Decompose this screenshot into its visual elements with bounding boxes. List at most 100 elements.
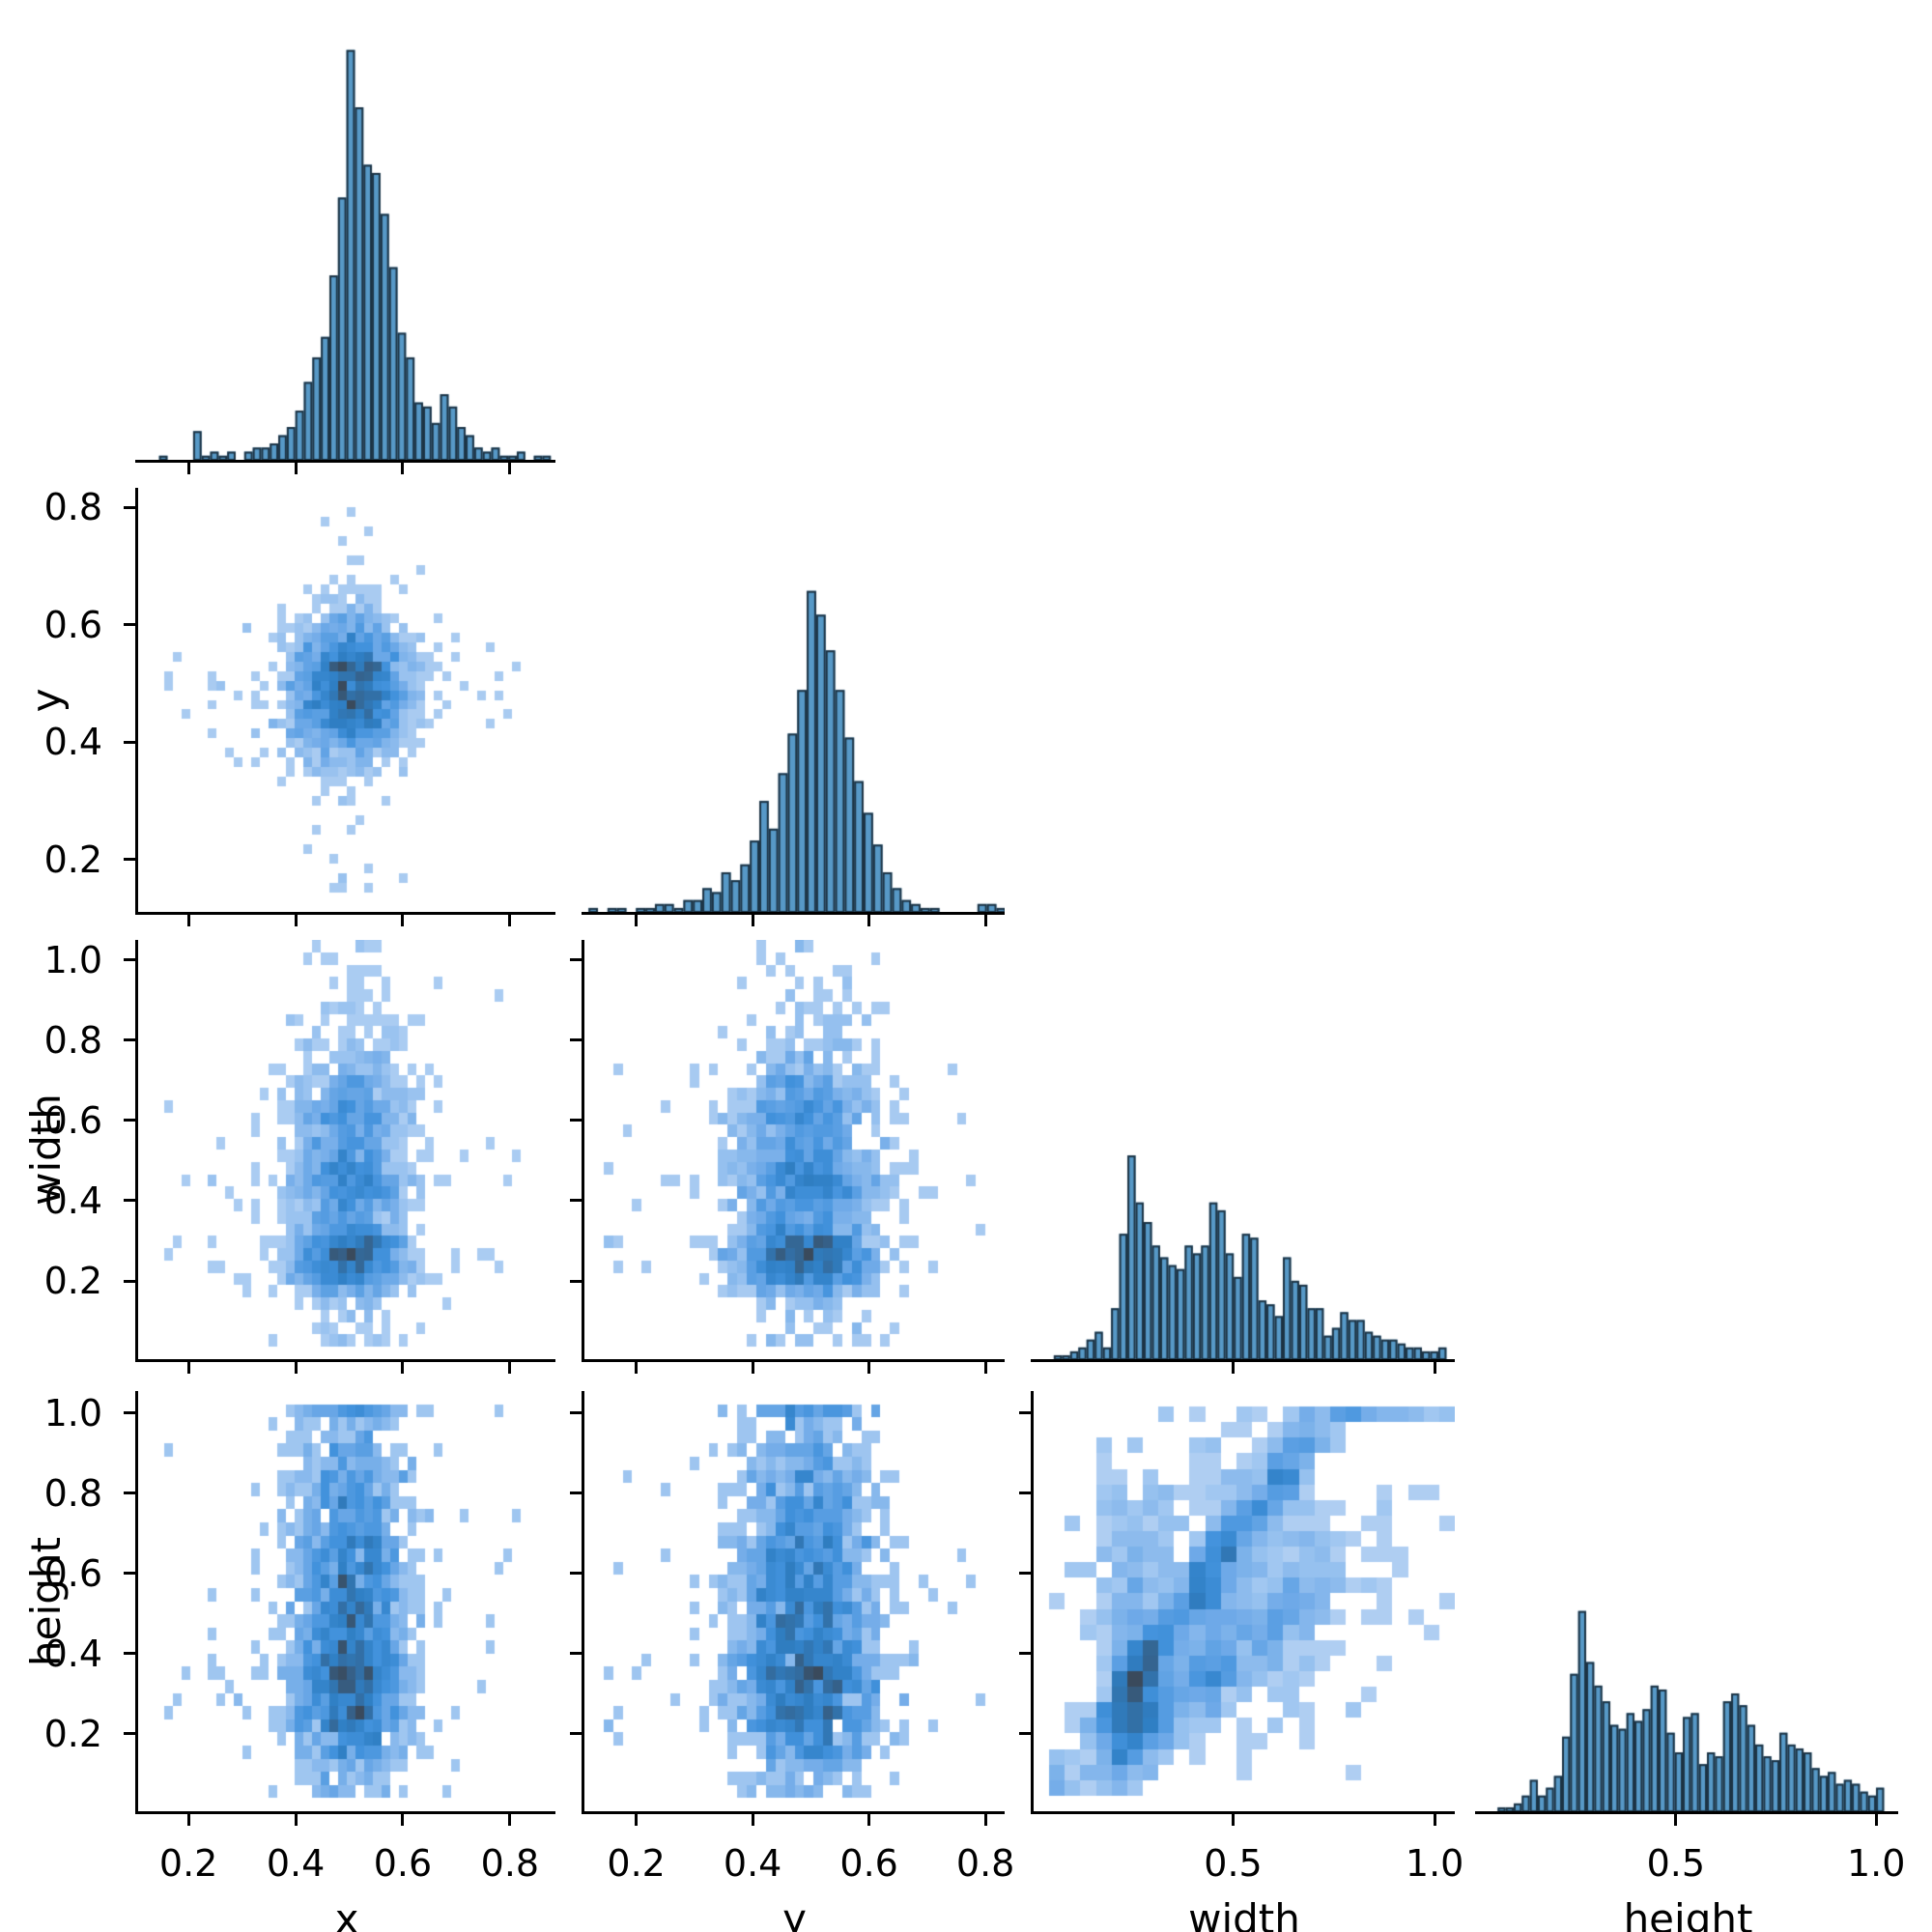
y-axis-label-width: width [8, 940, 85, 1359]
panel-width-hist-canvas [1034, 940, 1455, 1359]
y-tick-label: 0.4 [43, 721, 102, 764]
x-tick-label: 0.5 [1204, 1842, 1263, 1885]
x-axis-spine [135, 1359, 555, 1362]
y-tick-mark [570, 1411, 582, 1415]
x-tick-mark [401, 1814, 405, 1826]
panel-width-vs-x-canvas [138, 940, 555, 1359]
x-tick-mark [508, 915, 512, 926]
x-tick-label: 0.6 [373, 1842, 433, 1885]
y-tick-mark [1019, 1652, 1031, 1656]
x-axis-spine [1031, 1811, 1455, 1814]
panel-width-vs-y-canvas [584, 940, 1005, 1359]
y-axis-label-y: y [8, 488, 85, 912]
panel-x-hist [138, 21, 555, 460]
x-tick-mark [401, 1362, 405, 1374]
x-tick-label: 1.0 [1405, 1842, 1464, 1885]
y-tick-mark [1019, 1572, 1031, 1576]
y-axis-label-height: height [8, 1391, 85, 1811]
x-tick-mark [983, 1814, 987, 1826]
y-tick-mark [124, 1411, 135, 1415]
y-tick-mark [570, 1038, 582, 1042]
x-tick-mark [401, 915, 405, 926]
x-tick-mark [508, 463, 512, 474]
y-tick-mark [124, 1279, 135, 1283]
x-tick-mark [294, 1362, 298, 1374]
panel-height-vs-y-canvas [584, 1391, 1005, 1811]
panel-y-vs-x [138, 488, 555, 912]
y-axis-spine [135, 488, 138, 915]
x-tick-mark [751, 1814, 754, 1826]
y-tick-mark [124, 858, 135, 862]
x-tick-mark [1433, 1362, 1436, 1374]
y-tick-mark [124, 1732, 135, 1736]
y-tick-label: 1.0 [43, 1391, 102, 1435]
x-tick-mark [867, 915, 871, 926]
x-tick-label: 0.5 [1646, 1842, 1706, 1885]
x-tick-mark [508, 1814, 512, 1826]
x-tick-label: 0.2 [158, 1842, 218, 1885]
panel-height-vs-x [138, 1391, 555, 1811]
y-tick-label: 0.8 [43, 486, 102, 529]
panel-height-vs-x-canvas [138, 1391, 555, 1811]
y-tick-label: 0.2 [43, 838, 102, 881]
y-tick-mark [570, 1732, 582, 1736]
x-tick-mark [294, 463, 298, 474]
x-tick-mark [186, 915, 190, 926]
y-tick-label: 0.2 [43, 1260, 102, 1302]
x-axis-label-x: x [334, 1895, 359, 1932]
x-tick-label: 1.0 [1846, 1842, 1906, 1885]
x-axis-spine [582, 1811, 1005, 1814]
y-tick-mark [124, 1119, 135, 1122]
y-tick-mark [124, 1572, 135, 1576]
x-axis-spine [135, 460, 555, 463]
x-axis-spine [582, 1359, 1005, 1362]
y-tick-label: 0.2 [43, 1712, 102, 1755]
y-tick-mark [570, 1492, 582, 1495]
x-tick-mark [635, 1362, 639, 1374]
x-axis-spine [135, 1811, 555, 1814]
panel-y-vs-x-canvas [138, 488, 555, 912]
x-tick-mark [1232, 1814, 1236, 1826]
x-tick-mark [1874, 1814, 1878, 1826]
y-tick-mark [124, 740, 135, 744]
x-axis-spine [1475, 1811, 1898, 1814]
x-tick-mark [867, 1814, 871, 1826]
y-tick-label: 0.8 [43, 1471, 102, 1515]
y-tick-mark [124, 1038, 135, 1042]
y-tick-label: 1.0 [43, 938, 102, 981]
y-tick-label: 0.6 [43, 1098, 102, 1142]
x-tick-mark [983, 915, 987, 926]
x-tick-mark [751, 915, 754, 926]
y-axis-label-text: height [22, 1536, 70, 1666]
x-tick-mark [867, 1362, 871, 1374]
y-tick-label: 0.8 [43, 1018, 102, 1062]
panel-height-hist [1478, 1391, 1898, 1811]
x-axis-spine [1031, 1359, 1455, 1362]
y-tick-mark [570, 1119, 582, 1122]
x-tick-label: 0.4 [266, 1842, 326, 1885]
y-axis-label-text: width [22, 1094, 70, 1206]
y-tick-mark [570, 958, 582, 962]
y-tick-mark [124, 505, 135, 509]
y-tick-mark [1019, 1411, 1031, 1415]
panel-height-vs-width-canvas [1034, 1391, 1455, 1811]
y-tick-mark [570, 1652, 582, 1656]
y-axis-spine [135, 1391, 138, 1814]
x-tick-mark [294, 915, 298, 926]
x-axis-spine [135, 912, 555, 915]
y-tick-mark [1019, 1732, 1031, 1736]
y-tick-label: 0.6 [43, 603, 102, 646]
x-tick-mark [983, 1362, 987, 1374]
x-tick-mark [508, 1362, 512, 1374]
x-tick-mark [186, 1814, 190, 1826]
x-tick-mark [1433, 1814, 1436, 1826]
y-tick-mark [570, 1199, 582, 1203]
x-tick-mark [635, 1814, 639, 1826]
y-tick-mark [570, 1279, 582, 1283]
x-tick-label: 0.6 [839, 1842, 898, 1885]
y-tick-mark [124, 958, 135, 962]
panel-height-hist-canvas [1478, 1391, 1898, 1811]
x-tick-mark [1232, 1362, 1236, 1374]
y-axis-label-text: y [21, 688, 70, 712]
panel-y-hist [584, 488, 1005, 912]
